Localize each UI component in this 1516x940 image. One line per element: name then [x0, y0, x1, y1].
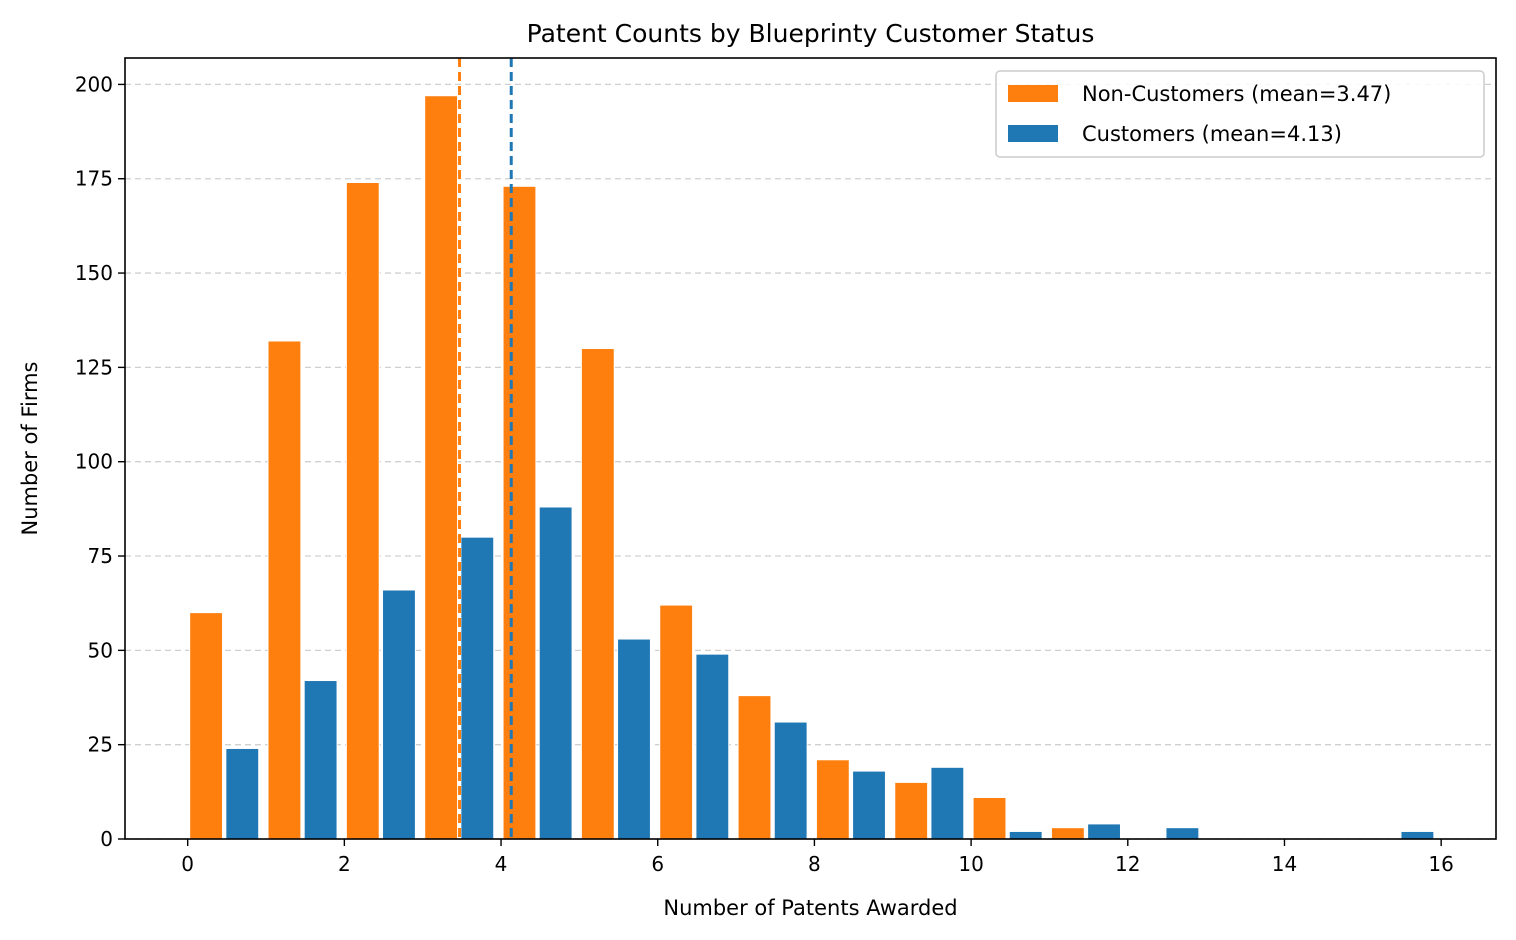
bar-non-customers-9 [895, 782, 928, 839]
bar-non-customers-1 [268, 341, 301, 839]
legend-label-customers: Customers (mean=4.13) [1082, 122, 1342, 146]
bar-non-customers-11 [1051, 828, 1084, 839]
y-tick-label-175: 175 [75, 167, 113, 191]
bar-customers-0 [226, 748, 259, 839]
x-tick-label-2: 2 [338, 852, 351, 876]
x-tick-label-16: 16 [1428, 852, 1453, 876]
bar-non-customers-0 [190, 613, 223, 839]
bar-customers-7 [774, 722, 807, 839]
y-tick-label-50: 50 [88, 638, 113, 662]
bar-non-customers-2 [346, 183, 379, 839]
x-tick-label-8: 8 [808, 852, 821, 876]
bar-customers-6 [696, 654, 729, 839]
y-tick-label-200: 200 [75, 72, 113, 96]
bar-customers-15 [1401, 831, 1434, 839]
bar-customers-12 [1166, 828, 1199, 839]
legend-swatch-non-customers [1008, 85, 1058, 102]
legend-label-non-customers: Non-Customers (mean=3.47) [1082, 82, 1391, 106]
y-tick-label-25: 25 [88, 733, 113, 757]
bars [190, 96, 1434, 839]
y-axis-title: Number of Firms [18, 362, 42, 536]
bar-non-customers-7 [738, 696, 771, 839]
y-tick-label-100: 100 [75, 450, 113, 474]
bar-non-customers-6 [660, 605, 693, 839]
y-tick-label-0: 0 [100, 827, 113, 851]
x-tick-label-4: 4 [495, 852, 508, 876]
bar-customers-3 [461, 537, 494, 839]
y-tick-label-125: 125 [75, 355, 113, 379]
y-tick-label-150: 150 [75, 261, 113, 285]
chart-title: Patent Counts by Blueprinty Customer Sta… [527, 19, 1095, 48]
bar-customers-9 [931, 767, 964, 839]
x-axis-title: Number of Patents Awarded [663, 896, 957, 920]
bar-non-customers-8 [816, 760, 849, 839]
bar-customers-5 [618, 639, 651, 839]
x-tick-label-10: 10 [958, 852, 983, 876]
bar-non-customers-5 [581, 349, 614, 839]
bar-non-customers-3 [425, 96, 458, 839]
legend: Non-Customers (mean=3.47) Customers (mea… [996, 71, 1484, 157]
bar-customers-4 [539, 507, 572, 839]
x-tick-label-0: 0 [181, 852, 194, 876]
legend-swatch-customers [1008, 125, 1058, 142]
bar-non-customers-10 [973, 797, 1006, 839]
bar-customers-8 [853, 771, 886, 839]
x-tick-label-14: 14 [1272, 852, 1297, 876]
x-tick-label-6: 6 [651, 852, 664, 876]
bar-customers-1 [304, 681, 337, 839]
y-tick-label-75: 75 [88, 544, 113, 568]
bar-customers-2 [383, 590, 416, 839]
bar-non-customers-4 [503, 186, 536, 839]
x-tick-label-12: 12 [1115, 852, 1140, 876]
bar-customers-11 [1088, 824, 1121, 839]
bar-customers-10 [1009, 831, 1042, 839]
